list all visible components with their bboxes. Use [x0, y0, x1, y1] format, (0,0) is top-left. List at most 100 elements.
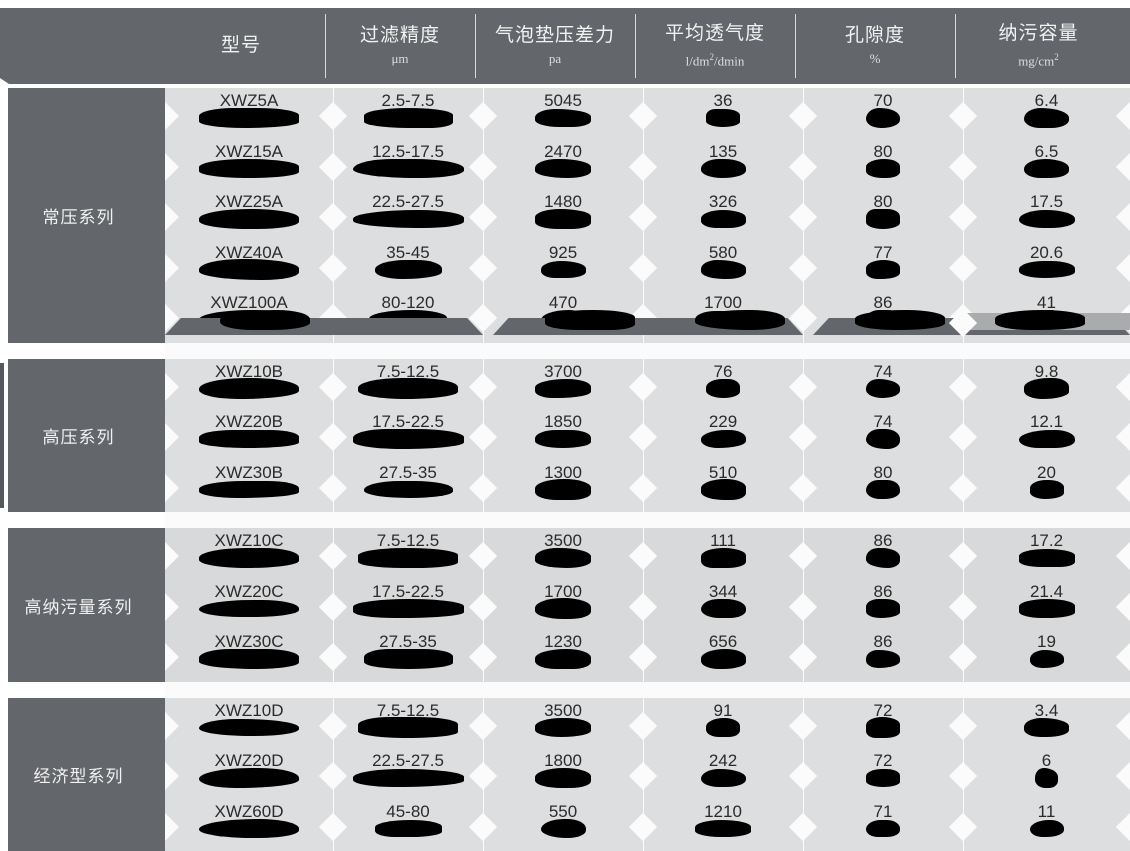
redaction-blob — [1019, 599, 1075, 618]
table-cell: 71 — [803, 802, 963, 822]
table-cell: 27.5-35 — [333, 463, 483, 483]
redaction-blob — [866, 260, 900, 279]
table-cell: 242 — [643, 751, 803, 771]
redaction-blob — [866, 820, 900, 838]
redaction-blob — [1024, 159, 1069, 178]
redaction-blob — [199, 649, 299, 669]
redaction-blob — [866, 480, 900, 500]
redaction-blob — [701, 260, 746, 279]
redaction-blob — [535, 718, 591, 738]
table-cell: 11 — [963, 802, 1130, 822]
redaction-blob — [866, 379, 900, 398]
redaction-blob — [706, 379, 740, 398]
redaction-blob — [866, 769, 900, 786]
redaction-blob — [995, 310, 1085, 330]
redaction-blob — [1030, 650, 1064, 669]
redaction-blob — [535, 548, 591, 569]
table-cell: 12.1 — [963, 412, 1130, 432]
redaction-blob — [199, 548, 299, 568]
redaction-blob — [701, 430, 746, 448]
column-header-title: 过滤精度 — [360, 23, 440, 49]
redaction-blob — [1019, 261, 1075, 279]
sidebar-group-label: 经济型系列 — [0, 762, 157, 787]
table-cell: 1700 — [643, 293, 803, 313]
header-column-divider — [635, 14, 636, 78]
redaction-blob — [545, 310, 635, 330]
table-cell: 925 — [483, 243, 643, 263]
redaction-blob — [1019, 210, 1075, 229]
redaction-blob — [199, 481, 299, 498]
column-header-title: 型号 — [221, 33, 261, 59]
redaction-blob — [701, 548, 746, 569]
table-cell: 1850 — [483, 412, 643, 432]
table-cell: 22.5-27.5 — [333, 751, 483, 771]
header-column-divider — [475, 14, 476, 78]
sidebar-group-label: 高纳污量系列 — [0, 593, 157, 618]
redaction-blob — [199, 209, 299, 228]
table-cell: XWZ20C — [165, 582, 333, 602]
header-underline — [8, 84, 1130, 86]
redaction-blob — [1030, 820, 1064, 837]
table-cell: XWZ30B — [165, 463, 333, 483]
redaction-blob — [353, 429, 464, 448]
redaction-blob — [866, 429, 900, 450]
redaction-blob — [866, 108, 900, 128]
sidebar-active-tick — [0, 363, 4, 509]
redaction-blob — [535, 598, 591, 618]
table-cell: 1210 — [643, 802, 803, 822]
table-cell: 22.5-27.5 — [333, 192, 483, 212]
redaction-blob — [1030, 480, 1064, 498]
sidebar-group-separator — [8, 348, 165, 352]
table-cell: 45-80 — [333, 802, 483, 822]
group-separator — [165, 512, 1130, 528]
redaction-blob — [535, 159, 591, 178]
redaction-blob — [855, 310, 945, 330]
redaction-blob — [375, 820, 442, 838]
redaction-blob — [1035, 768, 1058, 789]
table-cell: 326 — [643, 192, 803, 212]
redaction-blob — [220, 310, 310, 330]
column-header-title: 平均透气度 — [665, 21, 765, 47]
table-cell: 36 — [643, 91, 803, 111]
redaction-blob — [353, 210, 464, 227]
redaction-blob — [364, 108, 453, 127]
table-cell: 19 — [963, 632, 1130, 652]
redaction-blob — [866, 209, 900, 228]
redaction-blob — [695, 820, 751, 837]
table-cell: 20.6 — [963, 243, 1130, 263]
redaction-blob — [1024, 718, 1069, 738]
redaction-blob — [1024, 378, 1069, 398]
redaction-blob — [695, 310, 785, 330]
column-header-title: 孔隙度 — [845, 23, 905, 49]
redaction-blob — [375, 260, 442, 280]
group-separator — [165, 682, 1130, 698]
header-column-divider — [795, 14, 796, 78]
redaction-blob — [701, 210, 746, 229]
sidebar-group-separator — [8, 687, 165, 691]
column-header-unit: l/dm2/dmin — [686, 47, 745, 71]
column-header-unit: mg/cm2 — [1018, 47, 1059, 71]
sidebar-group-separator — [8, 517, 165, 521]
sidebar-group-label: 高压系列 — [0, 423, 157, 448]
redaction-blob — [358, 378, 458, 398]
table-cell: XWZ20B — [165, 412, 333, 432]
redaction-blob — [199, 378, 299, 398]
redaction-blob — [358, 717, 458, 738]
redaction-blob — [1024, 108, 1069, 129]
section-banner-segment — [165, 318, 483, 335]
redaction-blob — [701, 599, 746, 618]
column-header-1: 型号 — [157, 8, 325, 84]
header-column-divider — [325, 14, 326, 78]
table-cell: XWZ10D — [165, 701, 333, 721]
table-cell: 17.5 — [963, 192, 1130, 212]
column-header-unit: μm — [391, 49, 408, 69]
redaction-blob — [701, 479, 746, 499]
redaction-blob — [353, 769, 464, 786]
redaction-blob — [199, 259, 299, 279]
redaction-blob — [866, 548, 900, 568]
redaction-blob — [866, 159, 900, 177]
